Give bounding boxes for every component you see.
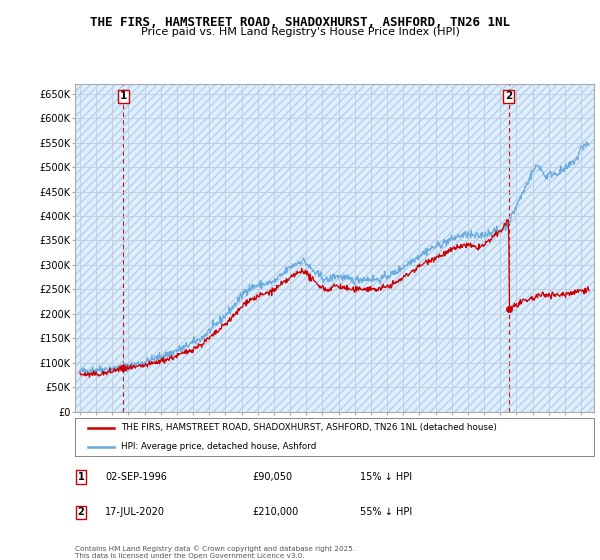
Text: 2: 2: [505, 91, 512, 101]
Text: 1: 1: [119, 91, 127, 101]
Text: £90,050: £90,050: [252, 472, 292, 482]
Text: HPI: Average price, detached house, Ashford: HPI: Average price, detached house, Ashf…: [121, 442, 316, 451]
Text: Contains HM Land Registry data © Crown copyright and database right 2025.
This d: Contains HM Land Registry data © Crown c…: [75, 545, 355, 559]
Text: 1: 1: [77, 472, 85, 482]
Text: 02-SEP-1996: 02-SEP-1996: [105, 472, 167, 482]
Text: 55% ↓ HPI: 55% ↓ HPI: [360, 507, 412, 517]
Text: 2: 2: [77, 507, 85, 517]
Text: Price paid vs. HM Land Registry's House Price Index (HPI): Price paid vs. HM Land Registry's House …: [140, 27, 460, 37]
Text: £210,000: £210,000: [252, 507, 298, 517]
Text: 17-JUL-2020: 17-JUL-2020: [105, 507, 165, 517]
Text: 15% ↓ HPI: 15% ↓ HPI: [360, 472, 412, 482]
Text: THE FIRS, HAMSTREET ROAD, SHADOXHURST, ASHFORD, TN26 1NL (detached house): THE FIRS, HAMSTREET ROAD, SHADOXHURST, A…: [121, 423, 497, 432]
Text: THE FIRS, HAMSTREET ROAD, SHADOXHURST, ASHFORD, TN26 1NL: THE FIRS, HAMSTREET ROAD, SHADOXHURST, A…: [90, 16, 510, 29]
